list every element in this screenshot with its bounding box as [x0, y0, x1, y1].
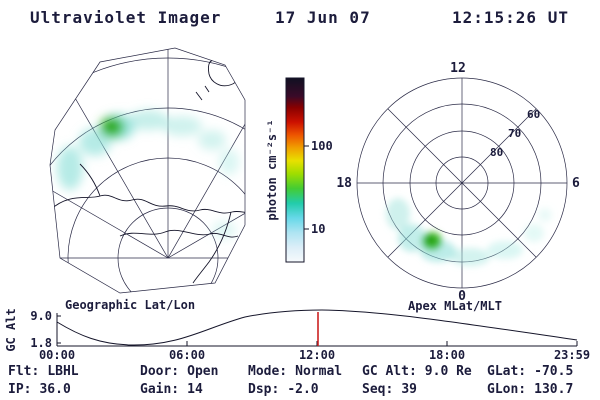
status-glat-label: GLat:: [487, 364, 526, 379]
apex-panel-caption: Apex MLat/MLT: [408, 299, 502, 313]
colorbar-units-label: photon cm⁻²s⁻¹: [265, 119, 279, 220]
status-glon-label: GLon:: [487, 382, 526, 397]
status-gain-label: Gain:: [140, 382, 179, 397]
status-door: Door: Open: [140, 364, 218, 379]
status-seq-label: Seq:: [362, 382, 393, 397]
apex-clock-12: 12: [450, 61, 466, 76]
colorbar-tick-label-10: 10: [311, 222, 325, 236]
status-gain-value: 14: [187, 382, 203, 397]
status-mode-value: Normal: [295, 364, 342, 379]
status-readout: Flt: LBHL Door: Open Mode: Normal GC Alt: 9.…: [8, 364, 573, 397]
status-ip: IP: 36.0: [8, 382, 71, 397]
colorbar: 100 10 photon cm⁻²s⁻¹: [265, 77, 333, 263]
timeline-y-label: GC Alt: [4, 308, 18, 351]
app-title: Ultraviolet Imager: [30, 8, 221, 27]
apex-clock-0: 0: [458, 289, 466, 304]
status-ip-value: 36.0: [39, 382, 70, 397]
status-glat: GLat: -70.5: [487, 364, 573, 379]
status-flt: Flt: LBHL: [8, 364, 79, 379]
aurora-geo: [57, 110, 239, 239]
status-glat-value: -70.5: [534, 364, 573, 379]
status-glon: GLon: 130.7: [487, 382, 573, 397]
apex-clock-18: 18: [336, 176, 352, 191]
apex-ring-label-80: 80: [490, 146, 503, 159]
status-gcalt-label: GC Alt:: [362, 364, 417, 379]
timeline-xtick-label-1800: 18:00: [429, 348, 465, 362]
timeline-xtick-label-0000: 00:00: [39, 348, 75, 362]
status-seq: Seq: 39: [362, 382, 417, 397]
map-boundary: [49, 47, 246, 294]
time-text: 12:15:26 UT: [452, 8, 569, 27]
status-gcalt: GC Alt: 9.0 Re: [362, 364, 472, 379]
timeline-ytick-label-1.8: 1.8: [30, 336, 52, 350]
timeline-plot: GC Alt 9.0 1.8 00:00 06:00 12:00 18:00 2…: [4, 308, 590, 362]
apex-ring-label-60: 60: [527, 108, 540, 121]
colorbar-gradient: [285, 77, 305, 263]
timeline-xtick-label-2359: 23:59: [554, 348, 590, 362]
date-text: 17 Jun 07: [275, 8, 371, 27]
status-door-value: Open: [187, 364, 218, 379]
status-gain: Gain: 14: [140, 382, 203, 397]
apex-clock-6: 6: [572, 176, 580, 191]
apex-ring-label-70: 70: [508, 127, 521, 140]
timeline-ytick-label-9: 9.0: [30, 309, 52, 323]
gc-alt-curve: [56, 309, 578, 346]
timeline-xtick-label-1200: 12:00: [299, 348, 335, 362]
status-mode: Mode: Normal: [248, 364, 342, 379]
status-door-label: Door:: [140, 364, 179, 379]
geographic-map-panel: [49, 47, 246, 294]
status-dsp: Dsp: -2.0: [248, 382, 319, 397]
apex-polar-panel: 12 18 6 0 60 70 80: [336, 61, 580, 304]
status-seq-value: 39: [401, 382, 417, 397]
status-ip-label: IP:: [8, 382, 31, 397]
geo-panel-caption: Geographic Lat/Lon: [65, 298, 195, 312]
status-flt-value: LBHL: [47, 364, 78, 379]
status-dsp-label: Dsp:: [248, 382, 279, 397]
timeline-xtick-label-0600: 06:00: [169, 348, 205, 362]
colorbar-tick-label-100: 100: [311, 139, 333, 153]
status-gcalt-value: 9.0 Re: [425, 364, 472, 379]
status-dsp-value: -2.0: [287, 382, 318, 397]
status-mode-label: Mode:: [248, 364, 287, 379]
status-flt-label: Flt:: [8, 364, 39, 379]
aurora-apex: [386, 198, 552, 266]
status-glon-value: 130.7: [534, 382, 573, 397]
